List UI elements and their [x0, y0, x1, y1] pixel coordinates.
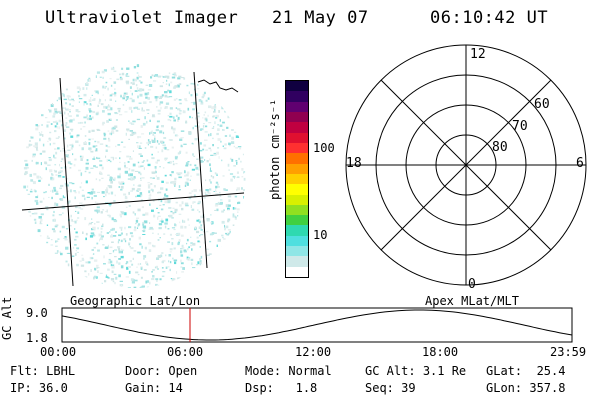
altitude-xtick-2359: 23:59 — [550, 345, 587, 359]
info-gain: Gain: 14 — [125, 381, 183, 395]
polar-lat-70: 70 — [512, 119, 528, 134]
info-door-label: Door: — [125, 364, 162, 378]
altitude-curve — [61, 309, 573, 341]
colorbar-segment — [286, 112, 308, 123]
colorbar-segment — [286, 184, 308, 195]
info-glat: GLat: 25.4 — [486, 364, 565, 378]
altitude-ytick-bottom: 1.8 — [26, 331, 48, 345]
altitude-xtick-1800: 18:00 — [422, 345, 459, 359]
altitude-plot-frame — [61, 307, 573, 343]
info-seq: Seq: 39 — [365, 381, 416, 395]
polar-diagonal-2 — [380, 79, 552, 251]
colorbar-segment — [286, 122, 308, 133]
colorbar-segment — [286, 246, 308, 257]
info-gcalt-value: 3.1 Re — [422, 364, 467, 378]
polar-hour-18: 18 — [346, 156, 362, 171]
polar-hour-6: 6 — [576, 156, 584, 171]
polar-hour-0: 0 — [468, 277, 476, 292]
colorbar-tick-10: 10 — [313, 228, 328, 242]
apex-label: Apex MLat/MLT — [425, 294, 519, 308]
colorbar — [285, 80, 309, 278]
colorbar-segment — [286, 235, 308, 247]
colorbar-segment — [286, 173, 308, 185]
info-glon-label: GLon: — [486, 381, 523, 395]
info-flt: Flt: LBHL — [10, 364, 75, 378]
polar-hour-12: 12 — [470, 47, 486, 62]
polar-lat-60: 60 — [534, 97, 550, 112]
info-gain-label: Gain: — [125, 381, 162, 395]
coastline-fragment — [197, 79, 239, 93]
info-flt-value: LBHL — [46, 364, 76, 378]
geo-meridian-left — [59, 77, 74, 287]
colorbar-segment — [286, 132, 308, 143]
instrument-title: Ultraviolet Imager — [45, 8, 239, 28]
colorbar-segment — [286, 194, 308, 205]
colorbar-segment — [286, 142, 308, 154]
info-mode-label: Mode: — [245, 364, 282, 378]
info-ip-value: 36.0 — [38, 381, 68, 395]
info-glon: GLon: 357.8 — [486, 381, 565, 395]
info-glat-value: 25.4 — [536, 364, 566, 378]
info-mode-value: Normal — [288, 364, 332, 378]
info-seq-label: Seq: — [365, 381, 394, 395]
geographic-label: Geographic Lat/Lon — [70, 294, 201, 308]
geo-meridian-right — [193, 71, 208, 269]
info-gain-value: 14 — [168, 381, 183, 395]
colorbar-segment — [286, 256, 308, 267]
info-dsp-label: Dsp: — [245, 381, 274, 395]
info-dsp-value: 1.8 — [295, 381, 318, 395]
info-gcalt-label: GC Alt: — [365, 364, 416, 378]
colorbar-segment — [286, 225, 308, 236]
info-door: Door: Open — [125, 364, 197, 378]
info-dsp: Dsp: 1.8 — [245, 381, 317, 395]
colorbar-segment — [286, 153, 308, 164]
info-door-value: Open — [168, 364, 198, 378]
info-ip: IP: 36.0 — [10, 381, 68, 395]
info-glon-value: 357.8 — [529, 381, 566, 395]
colorbar-segment — [286, 215, 308, 226]
colorbar-segment — [286, 266, 308, 277]
altitude-xtick-0600: 06:00 — [167, 345, 204, 359]
altitude-xtick-0000: 00:00 — [40, 345, 77, 359]
colorbar-tick-100: 100 — [313, 141, 335, 155]
time-label: 06:10:42 UT — [430, 8, 549, 28]
info-gcalt: GC Alt: 3.1 Re — [365, 364, 466, 378]
info-ip-label: IP: — [10, 381, 32, 395]
altitude-xtick-1200: 12:00 — [295, 345, 332, 359]
info-flt-label: Flt: — [10, 364, 39, 378]
altitude-ylabel: GC Alt — [0, 296, 14, 340]
colorbar-segment — [286, 91, 308, 102]
polar-lat-80: 80 — [492, 140, 508, 155]
info-glat-label: GLat: — [486, 364, 523, 378]
colorbar-segment — [286, 204, 308, 216]
colorbar-segment — [286, 163, 308, 174]
info-mode: Mode: Normal — [245, 364, 332, 378]
colorbar-segment — [286, 101, 308, 112]
info-seq-value: 39 — [401, 381, 416, 395]
date-label: 21 May 07 — [272, 8, 369, 28]
altitude-ytick-top: 9.0 — [26, 306, 48, 320]
colorbar-segment — [286, 81, 308, 92]
geo-parallel — [21, 192, 245, 211]
